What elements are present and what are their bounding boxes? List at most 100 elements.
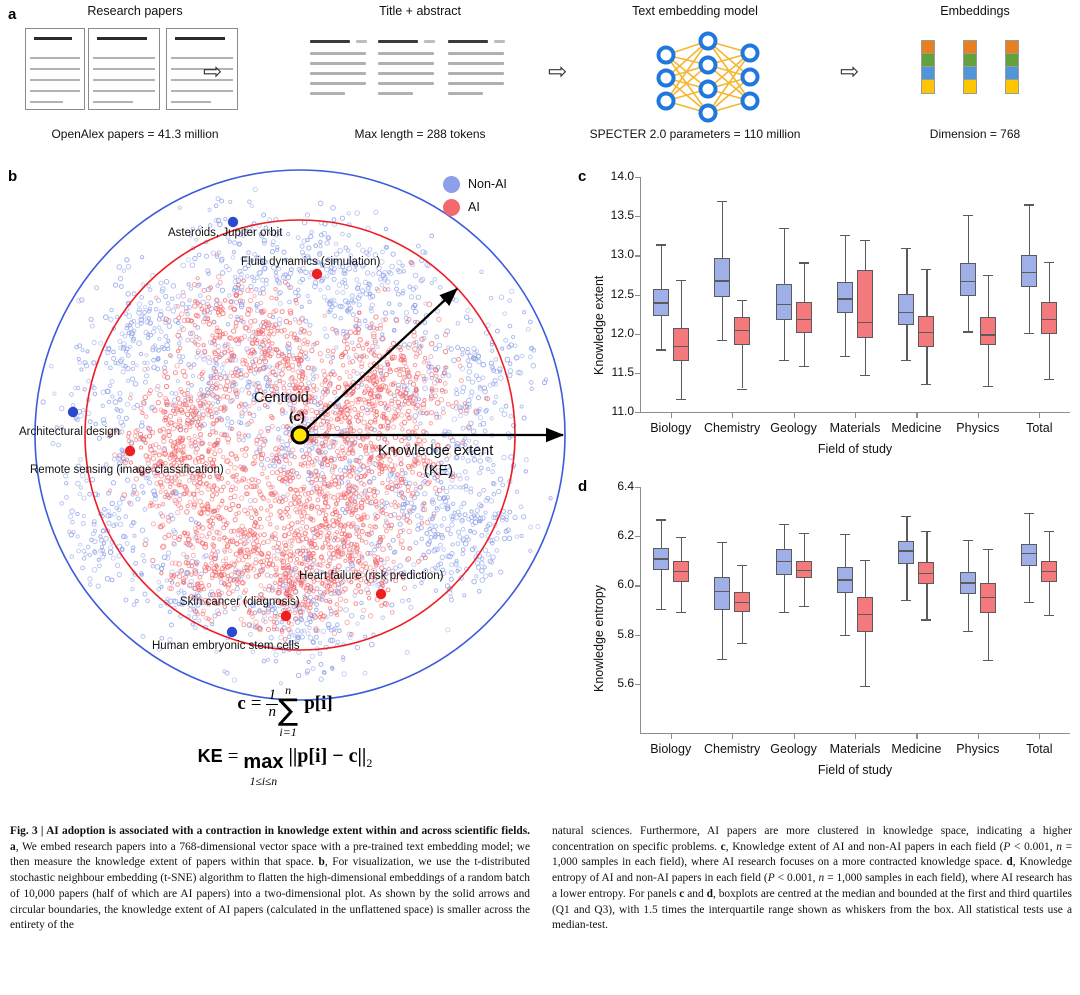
scatter-point-ai (201, 608, 207, 614)
scatter-point-non-ai (292, 639, 297, 645)
scatter-point-non-ai (215, 549, 221, 554)
scatter-point-ai (433, 367, 439, 373)
scatter-point-ai (237, 289, 243, 296)
scatter-point-ai (336, 404, 341, 410)
scatter-point-ai (434, 387, 439, 393)
scatter-point-non-ai (238, 374, 244, 380)
scatter-point-non-ai (148, 332, 154, 338)
scatter-point-non-ai (507, 298, 512, 303)
scatter-point-ai (192, 282, 198, 288)
scatter-point-non-ai (372, 547, 377, 553)
scatter-point-ai (189, 337, 195, 343)
scatter-point-non-ai (347, 458, 352, 464)
scatter-point-non-ai (288, 267, 294, 273)
scatter-point-ai (289, 468, 296, 474)
scatter-point-ai (255, 338, 260, 343)
scatter-point-non-ai (139, 483, 145, 489)
scatter-point-ai (154, 480, 160, 487)
whisker-cap-upper (901, 247, 912, 249)
scatter-point-ai (396, 515, 402, 521)
scatter-point-ai (177, 418, 183, 425)
scatter-point-ai (309, 516, 314, 521)
scatter-point-ai (184, 411, 191, 418)
scatter-point-non-ai (444, 456, 450, 462)
scatter-point-non-ai (393, 565, 399, 571)
abstract-text-line (448, 52, 504, 55)
scatter-point-ai (160, 450, 167, 457)
scatter-point-non-ai (261, 265, 268, 272)
scatter-point-non-ai (250, 274, 255, 279)
scatter-point-non-ai (314, 602, 319, 607)
scatter-point-ai (354, 576, 359, 581)
whisker-upper (987, 274, 990, 318)
scatter-point-non-ai (448, 576, 454, 582)
scatter-point-non-ai (234, 394, 240, 399)
scatter-point-non-ai (217, 221, 223, 228)
scatter-point-ai (349, 556, 355, 563)
scatter-point-non-ai (439, 523, 444, 528)
scatter-point-non-ai (147, 306, 152, 312)
annotation-heart-failure: Heart failure (risk prediction) (299, 570, 444, 582)
scatter-point-ai (395, 448, 400, 454)
scatter-point-non-ai (411, 505, 417, 511)
scatter-point-non-ai (232, 284, 239, 291)
scatter-point-ai (180, 293, 187, 299)
scatter-point-ai (398, 461, 404, 467)
scatter-point-non-ai (323, 450, 328, 455)
whisker-cap-upper (1044, 261, 1055, 263)
scatter-point-ai (438, 396, 445, 403)
scatter-point-ai (333, 464, 338, 469)
embedding-cell (1006, 67, 1018, 80)
scatter-point-ai (370, 445, 376, 451)
whisker-cap-upper (675, 537, 686, 539)
scatter-point-ai (261, 597, 266, 602)
whisker-cap-lower (840, 635, 850, 637)
scatter-point-ai (410, 469, 416, 475)
scatter-point-non-ai (279, 439, 285, 445)
scatter-point-ai (239, 410, 245, 416)
scatter-point-non-ai (389, 263, 395, 270)
scatter-point-non-ai (243, 231, 249, 236)
scatter-point-non-ai (187, 607, 193, 613)
scatter-point-ai (306, 330, 312, 336)
scatter-point-ai (335, 384, 341, 391)
scatter-point-ai (387, 457, 393, 463)
scatter-point-ai (292, 455, 297, 460)
scatter-point-non-ai (448, 594, 454, 599)
scatter-point-non-ai (324, 240, 330, 246)
scatter-point-ai (150, 557, 156, 564)
scatter-point-ai (380, 510, 386, 516)
scatter-point-ai (168, 453, 173, 458)
scatter-point-non-ai (419, 515, 424, 520)
scatter-point-non-ai (343, 245, 349, 251)
scatter-point-non-ai (469, 379, 476, 385)
scatter-point-non-ai (346, 211, 351, 216)
scatter-point-ai (226, 582, 232, 588)
scatter-point-non-ai (334, 328, 340, 335)
scatter-point-non-ai (305, 476, 311, 482)
scatter-point-ai (336, 417, 341, 422)
scatter-point-ai (321, 508, 327, 513)
scatter-point-non-ai (462, 512, 468, 518)
scatter-point-non-ai (413, 486, 418, 492)
scatter-point-ai (352, 440, 358, 446)
whisker-lower (987, 345, 990, 387)
scatter-point-ai (334, 331, 340, 336)
scatter-point-ai (198, 475, 203, 480)
scatter-point-ai (167, 484, 173, 490)
scatter-point-ai (256, 626, 262, 632)
scatter-point-non-ai (80, 565, 86, 571)
whisker-upper (722, 201, 724, 258)
scatter-point-non-ai (120, 422, 126, 428)
scatter-point-ai (398, 571, 404, 577)
scatter-point-non-ai (111, 456, 117, 462)
scatter-point-non-ai (303, 318, 309, 324)
scatter-point-ai (307, 573, 313, 579)
scatter-point-ai (428, 409, 435, 416)
scatter-point-non-ai (277, 368, 282, 373)
scatter-point-ai (305, 463, 311, 469)
scatter-point-ai (344, 399, 350, 405)
scatter-point-non-ai (303, 548, 309, 554)
scatter-point-non-ai (192, 568, 199, 574)
highlight-dot-5 (280, 610, 292, 622)
